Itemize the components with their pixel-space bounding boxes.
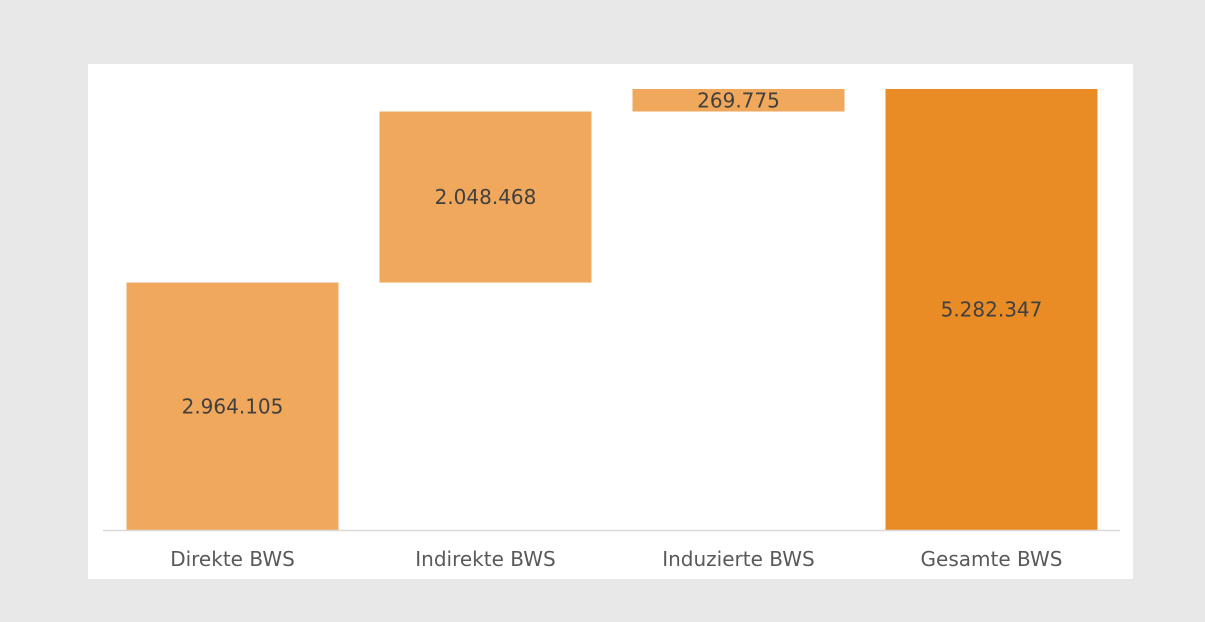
chart-area: 2.964.105 2.048.468 269.775 5.282.347 Direk…	[88, 64, 1133, 579]
bar-gesamte-bws	[885, 89, 1098, 530]
waterfall-chart: 2.964.105 2.048.468 269.775 5.282.347 Direk…	[103, 88, 1120, 571]
bar-induzierte-bws	[632, 88, 845, 112]
bars-group	[126, 88, 1098, 530]
category-label-direkte-bws: Direkte BWS	[170, 547, 295, 571]
bar-indirekte-bws	[379, 111, 592, 283]
value-label-direkte-bws: 2.964.105	[182, 394, 284, 418]
bar-direkte-bws	[126, 282, 339, 530]
value-label-induzierte-bws: 269.775	[697, 88, 780, 112]
value-label-indirekte-bws: 2.048.468	[435, 185, 537, 209]
value-labels-group: 2.964.105 2.048.468 269.775 5.282.347	[182, 88, 1043, 418]
category-label-indirekte-bws: Indirekte BWS	[415, 547, 555, 571]
category-label-gesamte-bws: Gesamte BWS	[921, 547, 1063, 571]
category-labels-group: Direkte BWS Indirekte BWS Induzierte BWS Ge…	[170, 547, 1062, 571]
category-label-induzierte-bws: Induzierte BWS	[662, 547, 815, 571]
value-label-gesamte-bws: 5.282.347	[941, 298, 1043, 322]
